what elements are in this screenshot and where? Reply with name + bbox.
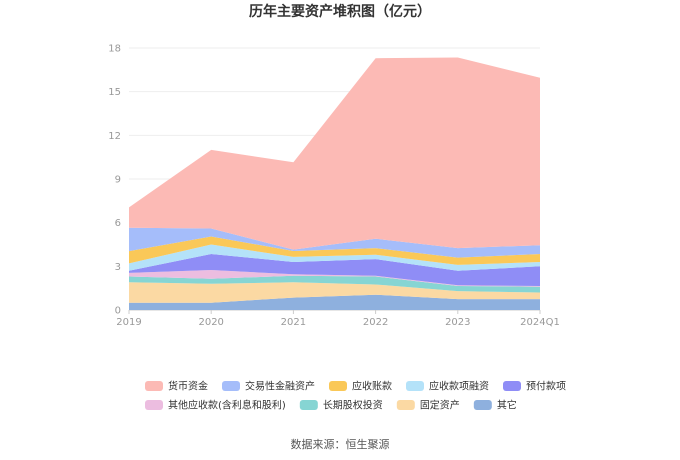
legend-label: 其他应收款(含利息和股利) — [168, 399, 286, 412]
y-tick-label: 0 — [115, 306, 121, 317]
legend-swatch — [222, 381, 240, 391]
y-tick-label: 6 — [115, 218, 121, 229]
legend-label: 固定资产 — [420, 399, 460, 412]
x-tick-label: 2021 — [281, 317, 306, 328]
data-source-note: 数据来源：恒生聚源 — [291, 437, 390, 451]
area-series-2 — [129, 275, 540, 293]
y-tick-label: 3 — [115, 262, 121, 273]
axes: 0 3 6 9 12 15 18 2019 2020 2021 2022 2023 2024Q1 — [108, 44, 560, 329]
y-tick-label: 12 — [108, 131, 121, 142]
x-tick-label: 2022 — [363, 317, 388, 328]
legend-label: 长期股权投资 — [323, 399, 383, 412]
area-series-7 — [129, 227, 540, 258]
legend-swatch — [299, 400, 318, 410]
y-tick-label: 9 — [115, 175, 121, 186]
x-tick-label: 2023 — [445, 317, 470, 328]
area-series — [129, 57, 540, 310]
legend-swatch — [503, 381, 521, 391]
legend-swatch — [145, 381, 163, 391]
legend-swatch — [145, 400, 163, 410]
legend-swatch — [406, 381, 424, 391]
area-series-1 — [129, 282, 540, 303]
legend-label: 交易性金融资产 — [245, 380, 315, 393]
legend-swatch — [329, 381, 347, 391]
y-tick-label: 18 — [108, 44, 121, 55]
chart-title: 历年主要资产堆积图（亿元） — [249, 3, 431, 20]
legend-label: 其它 — [497, 399, 517, 412]
area-series-3 — [129, 270, 540, 287]
area-series-8 — [129, 57, 540, 250]
legend-label: 货币资金 — [168, 380, 208, 393]
legend-swatch — [473, 400, 492, 410]
legend-label: 应收账款 — [352, 380, 392, 393]
legend-label: 应收款项融资 — [429, 380, 489, 393]
area-series-4 — [129, 254, 540, 286]
area-series-0 — [129, 294, 540, 310]
area-series-5 — [129, 244, 540, 271]
x-tick-label: 2019 — [116, 317, 141, 328]
area-series-6 — [129, 236, 540, 265]
x-tick-label: 2024Q1 — [520, 317, 560, 328]
legend-swatch — [396, 400, 415, 410]
legend-label: 预付款项 — [526, 380, 566, 393]
x-tick-label: 2020 — [198, 317, 223, 328]
y-tick-label: 15 — [108, 87, 121, 98]
